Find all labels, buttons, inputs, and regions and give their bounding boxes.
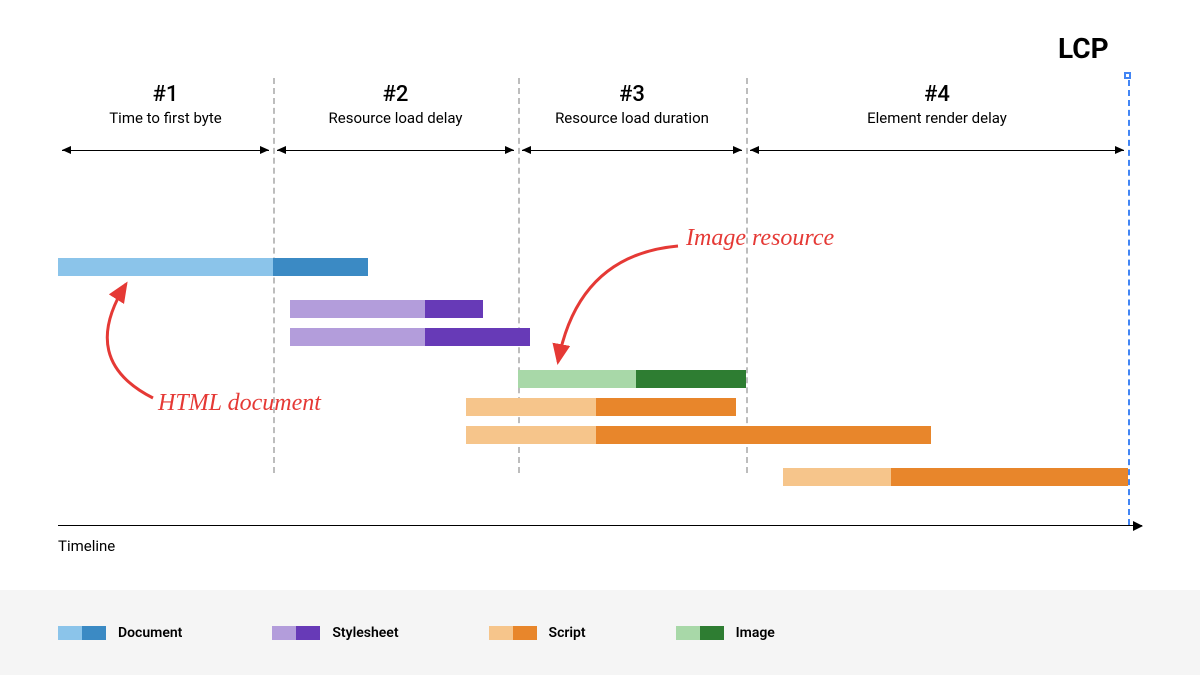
resource-bar-segment bbox=[596, 426, 931, 444]
annotation-label: Image resource bbox=[686, 225, 834, 252]
resource-bar-segment bbox=[891, 468, 1128, 486]
phase-arrow bbox=[277, 150, 514, 151]
resource-bar-segment bbox=[290, 328, 425, 346]
legend-label: Image bbox=[736, 625, 775, 641]
legend-swatch bbox=[489, 626, 537, 640]
lcp-timeline-chart: LCP#1Time to first byte#2Resource load d… bbox=[58, 60, 1142, 535]
resource-bar-segment bbox=[290, 300, 425, 318]
phase-label: Time to first byte bbox=[58, 109, 273, 127]
phase-header: #1 Time to first byte bbox=[58, 82, 273, 127]
annotation-label: HTML document bbox=[158, 390, 321, 417]
phase-arrow bbox=[62, 150, 269, 151]
resource-bar-segment bbox=[58, 258, 273, 276]
legend-label: Script bbox=[549, 625, 586, 641]
legend-item: Stylesheet bbox=[272, 625, 398, 641]
resource-bar-segment bbox=[783, 468, 891, 486]
lcp-line bbox=[1128, 80, 1130, 525]
lcp-label: LCP bbox=[1058, 32, 1109, 65]
resource-bar-segment bbox=[596, 398, 736, 416]
legend-swatch bbox=[58, 626, 106, 640]
resource-bar-segment bbox=[425, 300, 483, 318]
lcp-marker bbox=[1124, 72, 1131, 79]
timeline-axis bbox=[58, 525, 1142, 526]
phase-header: #4 Element render delay bbox=[746, 82, 1128, 127]
phase-label: Resource load duration bbox=[518, 109, 746, 127]
legend-label: Document bbox=[118, 625, 182, 641]
resource-bar-segment bbox=[425, 328, 530, 346]
legend-swatch bbox=[272, 626, 320, 640]
legend-item: Image bbox=[676, 625, 775, 641]
resource-bar-segment bbox=[518, 370, 636, 388]
phase-number: #2 bbox=[273, 82, 518, 107]
resource-bar-segment bbox=[273, 258, 368, 276]
phase-label: Resource load delay bbox=[273, 109, 518, 127]
timeline-label: Timeline bbox=[58, 537, 115, 555]
phase-divider bbox=[746, 78, 748, 473]
phase-label: Element render delay bbox=[746, 109, 1128, 127]
phase-header: #3 Resource load duration bbox=[518, 82, 746, 127]
phase-arrow bbox=[750, 150, 1124, 151]
legend-item: Document bbox=[58, 625, 182, 641]
phase-header: #2 Resource load delay bbox=[273, 82, 518, 127]
annotation-arrows bbox=[58, 60, 1142, 535]
resource-bar-segment bbox=[466, 398, 596, 416]
phase-number: #3 bbox=[518, 82, 746, 107]
legend-item: Script bbox=[489, 625, 586, 641]
phase-number: #1 bbox=[58, 82, 273, 107]
phase-arrow bbox=[522, 150, 742, 151]
legend: Document Stylesheet Script Image bbox=[0, 590, 1200, 675]
resource-bar-segment bbox=[636, 370, 746, 388]
resource-bar-segment bbox=[466, 426, 596, 444]
phase-number: #4 bbox=[746, 82, 1128, 107]
legend-swatch bbox=[676, 626, 724, 640]
legend-label: Stylesheet bbox=[332, 625, 398, 641]
